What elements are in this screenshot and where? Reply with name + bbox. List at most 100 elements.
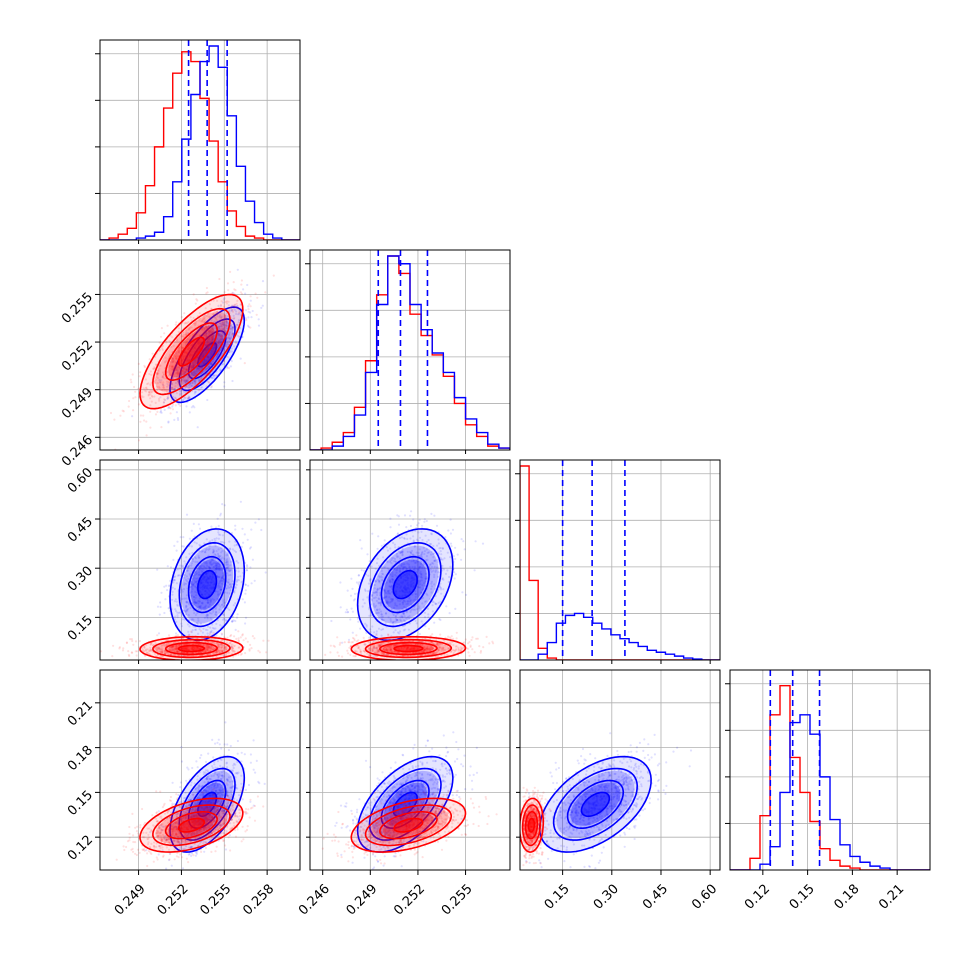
contour-line	[350, 635, 467, 660]
panel-frame	[729, 669, 931, 871]
contour-line	[152, 804, 231, 847]
density-fill	[170, 528, 245, 641]
y-tick-label: 0.246	[59, 433, 96, 470]
scatter-panel-3-1	[310, 670, 510, 870]
density-fill	[383, 559, 427, 610]
y-tick-label: 0.21	[65, 698, 96, 729]
density-fill	[528, 818, 535, 832]
panel-frame	[99, 669, 301, 871]
x-tick-label: 0.21	[876, 882, 907, 913]
density-fill	[178, 337, 205, 366]
density-fill	[155, 311, 228, 392]
contour-line	[177, 817, 206, 833]
contour-line	[187, 330, 227, 380]
x-tick-label: 0.252	[391, 882, 428, 919]
x-tick-label: 0.15	[542, 882, 573, 913]
contour-line	[392, 569, 418, 600]
x-tick-label: 0.15	[787, 882, 818, 913]
panel-frame	[99, 39, 301, 241]
density-fill	[178, 645, 205, 652]
contour-line	[187, 779, 227, 830]
y-tick-label: 0.255	[59, 290, 96, 327]
density-fill	[526, 813, 537, 838]
x-tick-label: 0.255	[439, 882, 476, 919]
contour-line	[393, 644, 424, 653]
density-fill	[556, 770, 635, 838]
contour-line	[364, 638, 453, 659]
contour-line	[527, 817, 536, 833]
contour-line	[177, 336, 206, 367]
contour-line	[178, 767, 236, 841]
contour-line	[169, 528, 246, 642]
density-fill	[197, 570, 217, 599]
contour-line	[139, 635, 244, 660]
y-tick-label: 0.45	[65, 514, 96, 545]
contour-line	[368, 541, 442, 628]
contour-line	[178, 541, 236, 628]
contour-line	[164, 322, 218, 382]
contour-line	[152, 307, 231, 396]
x-tick-label: 0.30	[591, 882, 622, 913]
y-tick-label: 0.15	[65, 613, 96, 644]
panel-frame	[519, 669, 721, 871]
hist-panel-0	[100, 40, 300, 240]
y-tick-label: 0.18	[65, 743, 96, 774]
contour-line	[139, 797, 244, 853]
hist-panel-3	[730, 670, 930, 870]
x-tick-label: 0.255	[198, 882, 235, 919]
contour-line	[393, 817, 424, 833]
contour-line	[356, 755, 454, 853]
scatter-panel-1-0	[100, 250, 300, 450]
contour-line	[380, 779, 430, 830]
x-tick-label: 0.258	[240, 882, 277, 919]
density-fill	[351, 798, 466, 853]
y-tick-label: 0.30	[65, 564, 96, 595]
contour-line	[169, 306, 246, 404]
histogram-series-b	[310, 255, 510, 450]
scatter-panel-3-2	[520, 670, 720, 870]
histogram-series-a	[520, 612, 720, 660]
density-fill	[371, 545, 439, 624]
contour-line	[368, 767, 442, 841]
contour-line	[177, 644, 206, 653]
density-fill	[368, 806, 449, 844]
x-tick-label: 0.12	[742, 882, 773, 913]
contour-line	[538, 755, 652, 853]
panel-frame	[309, 669, 511, 871]
contour-line	[197, 342, 218, 368]
contour-line	[580, 791, 611, 818]
contour-line	[552, 767, 639, 841]
contour-line	[197, 791, 218, 818]
contour-line	[379, 641, 438, 656]
contour-line	[521, 804, 542, 847]
density-fill	[140, 798, 243, 853]
panel-frame	[99, 249, 301, 451]
contour-line	[380, 555, 430, 614]
contour-line	[187, 555, 227, 614]
histogram-series-a	[310, 255, 510, 450]
contour-line	[169, 755, 246, 853]
density-fill	[190, 559, 224, 610]
panel-frame	[519, 459, 721, 661]
contour-line	[524, 811, 539, 840]
density-fill	[382, 643, 435, 654]
density-fill	[394, 645, 423, 652]
histogram-series-a	[100, 45, 300, 240]
x-tick-label: 0.249	[112, 882, 149, 919]
contour-line	[392, 791, 418, 818]
hist-panel-2	[520, 460, 720, 660]
contour-line	[520, 797, 545, 853]
panel-frame	[309, 459, 511, 661]
contour-line	[364, 804, 452, 847]
panel-frame	[99, 459, 301, 661]
contour-line	[350, 797, 467, 853]
y-tick-label: 0.12	[65, 833, 96, 864]
density-fill	[393, 570, 418, 599]
x-tick-label: 0.249	[344, 882, 381, 919]
scatter-panel-2-0	[100, 460, 300, 660]
density-fill	[181, 770, 234, 838]
y-tick-label: 0.252	[59, 338, 96, 375]
contour-line	[566, 779, 625, 829]
contour-line	[139, 293, 244, 410]
